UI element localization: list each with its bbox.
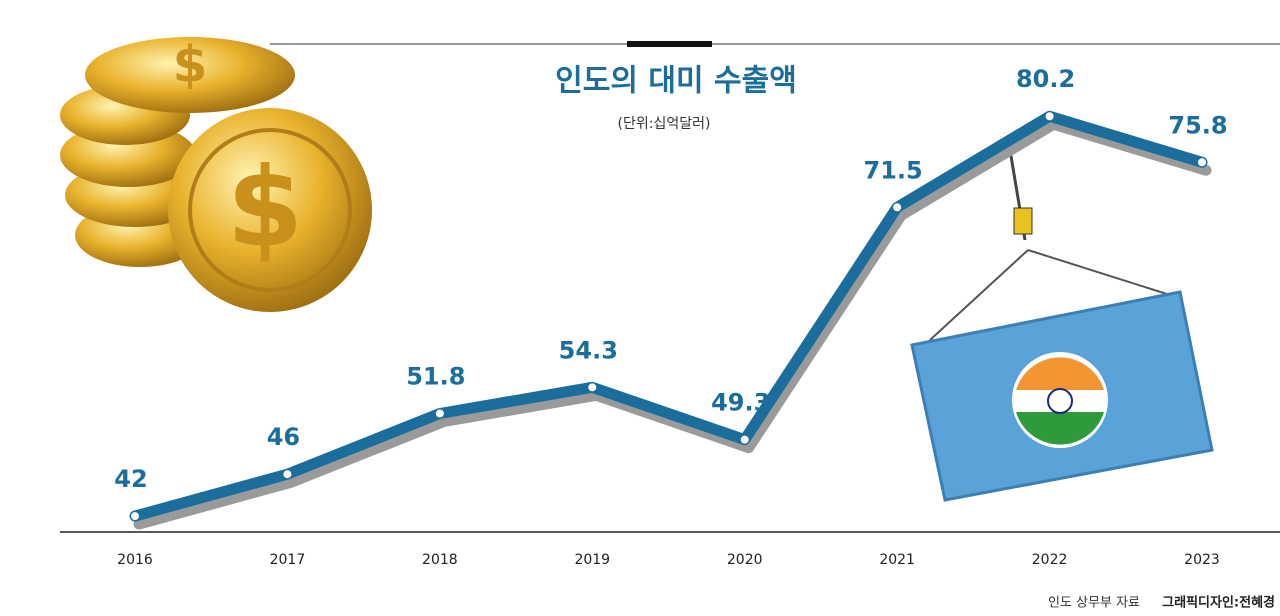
point: [1045, 112, 1054, 121]
line: [129, 110, 1208, 522]
credit: 그래픽디자인:전혜경: [1162, 595, 1275, 611]
container-illustration: [910, 149, 1214, 502]
data-label: 49.3: [711, 389, 770, 417]
point: [588, 383, 597, 392]
point: [1198, 158, 1206, 167]
chart-title: 인도의 대미 수출액: [555, 64, 797, 99]
point: [893, 203, 902, 212]
svg-text:$: $: [227, 143, 304, 271]
x-tick-label: 2023: [1184, 552, 1220, 568]
svg-text:$: $: [173, 36, 208, 94]
x-tick-label: 2019: [574, 552, 610, 568]
x-tick-label: 2020: [727, 552, 763, 568]
point: [740, 435, 749, 444]
data-label: 42: [114, 465, 147, 493]
data-label: 71.5: [864, 156, 923, 184]
source: 인도 상무부 자료: [1048, 596, 1140, 611]
data-label: 51.8: [406, 362, 465, 390]
coins-illustration: $ $: [60, 36, 372, 312]
data-label: 75.8: [1168, 111, 1227, 139]
point: [283, 470, 292, 479]
data-label: 46: [267, 423, 300, 451]
x-tick-label: 2022: [1032, 552, 1068, 568]
data-label: 80.2: [1016, 65, 1075, 93]
line-shadow: [133, 118, 1212, 530]
x-tick-label: 2017: [270, 552, 306, 568]
point: [131, 512, 139, 521]
x-tick-label: 2018: [422, 552, 458, 568]
x-tick-label: 2021: [879, 552, 915, 568]
chart-subtitle: (단위:십억달러): [618, 116, 711, 132]
x-tick-label: 2016: [117, 552, 153, 568]
data-label: 54.3: [559, 336, 618, 364]
top-accent: [627, 41, 712, 47]
point: [435, 409, 444, 418]
